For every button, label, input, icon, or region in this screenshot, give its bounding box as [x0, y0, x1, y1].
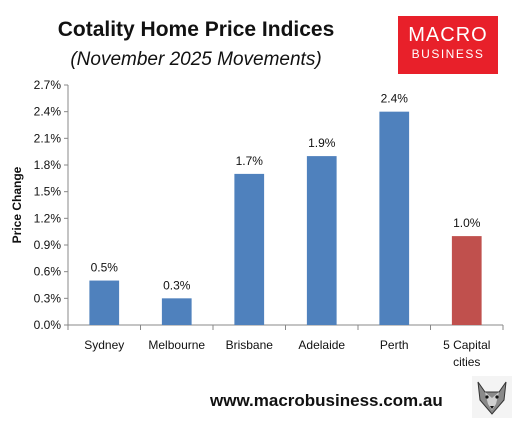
data-label: 1.9%	[308, 136, 336, 150]
y-tick-label: 0.0%	[34, 318, 62, 332]
y-tick-label: 2.4%	[34, 105, 62, 119]
bar-3	[306, 156, 337, 325]
y-tick-label: 1.5%	[34, 185, 62, 199]
x-tick-label-line: Brisbane	[226, 338, 274, 352]
data-label: 2.4%	[381, 92, 409, 106]
bar-1	[161, 298, 192, 325]
x-tick-label-line: Perth	[380, 338, 409, 352]
data-label: 0.3%	[163, 278, 191, 292]
x-tick-label: Brisbane	[226, 338, 274, 352]
data-label: 0.5%	[91, 261, 119, 275]
x-tick-label: Sydney	[84, 338, 124, 352]
x-tick-label-line: Adelaide	[298, 338, 345, 352]
y-tick-label: 0.3%	[34, 291, 62, 305]
website-url: www.macrobusiness.com.au	[210, 391, 443, 410]
data-label: 1.0%	[453, 216, 481, 230]
logo-line-1: MACRO	[408, 24, 488, 46]
y-tick-label: 1.2%	[34, 211, 62, 225]
logo-line-2: BUSINESS	[411, 47, 485, 61]
chart-title: Cotality Home Price Indices	[57, 18, 335, 41]
y-tick-label: 0.9%	[34, 238, 62, 252]
y-tick-label: 0.6%	[34, 265, 62, 279]
x-tick-label: Melbourne	[148, 338, 205, 352]
x-tick-label-line: 5 Capital	[443, 338, 490, 352]
wolf-icon	[472, 376, 512, 418]
bar-5	[451, 236, 482, 325]
x-tick-label-line: Sydney	[84, 338, 124, 352]
y-tick-label: 2.1%	[34, 131, 62, 145]
bar-2	[234, 173, 265, 325]
chart-subtitle: (November 2025 Movements)	[70, 49, 322, 70]
x-tick-label-line: cities	[453, 355, 480, 369]
y-axis-label: Price Change	[10, 166, 24, 243]
x-tick-label: 5 Capital cities	[443, 338, 490, 369]
data-label: 1.7%	[236, 154, 264, 168]
y-tick-label: 1.8%	[34, 158, 62, 172]
x-tick-label: Perth	[380, 338, 409, 352]
x-tick-label-line: Melbourne	[148, 338, 205, 352]
y-tick-label: 2.7%	[34, 78, 62, 92]
x-tick-label: Adelaide	[298, 338, 345, 352]
bar-4	[379, 111, 410, 326]
macrobusiness-logo: MACRO BUSINESS	[398, 16, 498, 74]
bar-0	[89, 280, 120, 325]
